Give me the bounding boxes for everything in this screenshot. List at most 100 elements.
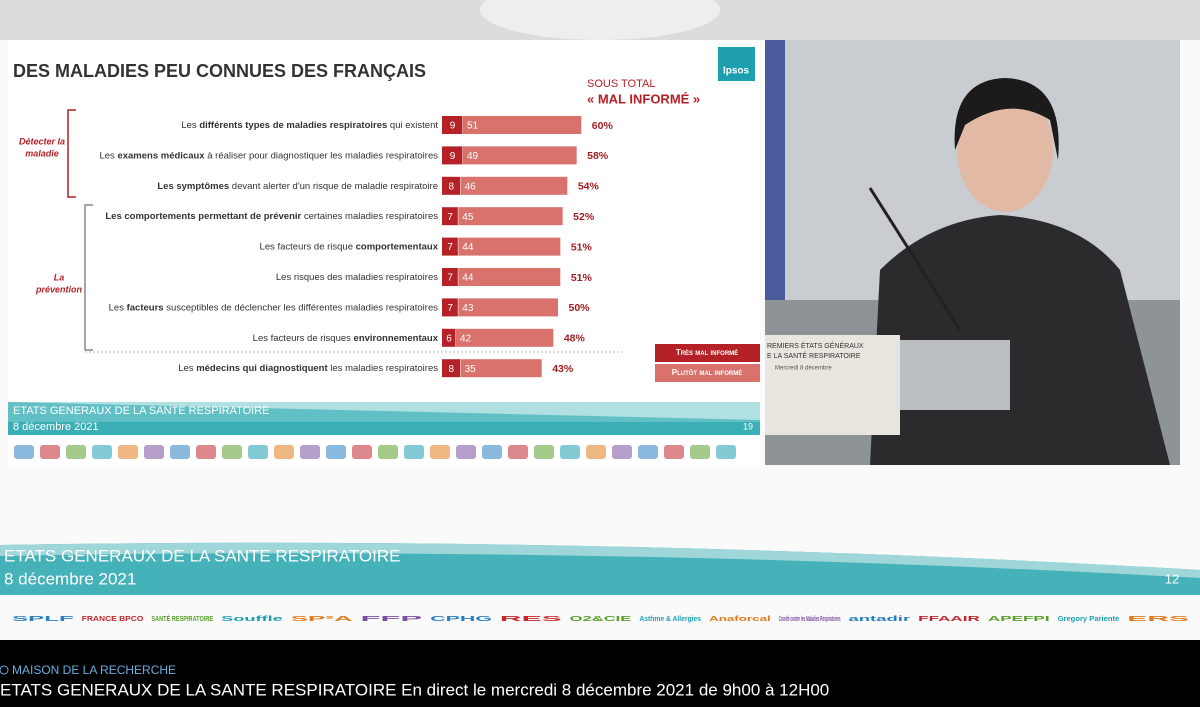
bar-segment bbox=[442, 268, 459, 286]
label-run: différents types de maladies respiratoir… bbox=[199, 120, 387, 131]
location-icon bbox=[0, 665, 9, 675]
legend-swatch bbox=[655, 364, 760, 382]
value-label: 9 bbox=[450, 121, 456, 132]
logo-text: SP²A bbox=[291, 614, 355, 623]
total-label: 50% bbox=[569, 302, 591, 314]
total-label: 58% bbox=[587, 150, 609, 162]
speaker-hair bbox=[954, 78, 1059, 160]
chart: Les différents types de maladies respira… bbox=[19, 109, 760, 382]
category-label: Les facteurs susceptibles de déclencher … bbox=[109, 302, 439, 313]
logo bbox=[40, 445, 60, 459]
logo bbox=[716, 445, 736, 459]
logo bbox=[612, 445, 632, 459]
ipsos-logo bbox=[718, 47, 755, 81]
sign-text: REMIERS ÉTATS GÉNÉRAUX bbox=[767, 341, 864, 350]
category-label: Les facteurs de risques environnementaux bbox=[253, 332, 439, 343]
label-run: comportementaux bbox=[356, 241, 439, 252]
logo-text: Souffle bbox=[221, 614, 283, 623]
group-label: Détecter la bbox=[19, 136, 65, 146]
value-label: 8 bbox=[449, 364, 455, 375]
bar-segment bbox=[458, 268, 561, 286]
logo bbox=[586, 445, 606, 459]
label-run: Les bbox=[109, 302, 127, 313]
bar-segment bbox=[442, 359, 461, 378]
category-label: Les comportements permettant de prévenir… bbox=[105, 211, 438, 222]
value-label: 49 bbox=[467, 151, 479, 162]
value-label: 7 bbox=[447, 212, 453, 223]
value-label: 7 bbox=[447, 273, 453, 284]
label-run: Les symptômes bbox=[157, 180, 229, 191]
logo-text: RES bbox=[500, 614, 562, 623]
logo bbox=[118, 445, 138, 459]
label-run: qui existent bbox=[387, 120, 438, 131]
value-label: 6 bbox=[446, 333, 452, 344]
bar-segment bbox=[442, 146, 463, 165]
logo bbox=[170, 445, 190, 459]
label-run: Les facteurs de risques bbox=[253, 332, 354, 343]
bar-segment bbox=[442, 298, 459, 317]
bar-segment bbox=[442, 207, 459, 226]
value-label: 44 bbox=[462, 273, 474, 284]
legend-label: Très mal informé bbox=[676, 348, 738, 357]
banner-logos: SPLF FRANCE BPCO SANTÉ RESPIRATOIRE Souffle… bbox=[12, 614, 1189, 623]
bar-segment bbox=[458, 298, 559, 317]
value-label: 43 bbox=[462, 303, 474, 314]
logo bbox=[92, 445, 112, 459]
category-label: Les examens médicaux à réaliser pour dia… bbox=[99, 150, 438, 161]
logo bbox=[378, 445, 398, 459]
group-bracket bbox=[84, 204, 93, 351]
logo bbox=[300, 445, 320, 459]
label-run: facteurs bbox=[127, 302, 164, 313]
blur bbox=[480, 0, 720, 40]
slide-footer-date: 8 décembre 2021 bbox=[13, 421, 99, 433]
value-label: 8 bbox=[449, 181, 455, 192]
total-header: SOUS TOTAL bbox=[587, 78, 655, 90]
value-label: 7 bbox=[447, 242, 453, 253]
logo-text: Asthme & Allergies bbox=[639, 614, 701, 623]
slide-page: 19 bbox=[743, 421, 753, 431]
microphone bbox=[868, 187, 962, 331]
label-run: Les comportements permettant de prévenir bbox=[105, 211, 301, 222]
banner-band bbox=[0, 542, 1200, 578]
slide-title: DES MALADIES PEU CONNUES DES FRANÇAIS bbox=[13, 61, 426, 81]
category-label: Les risques des maladies respiratoires bbox=[276, 272, 438, 283]
logo bbox=[222, 445, 242, 459]
bar-segment bbox=[462, 146, 578, 165]
logo-text: APEFPI bbox=[988, 614, 1050, 623]
label-run: Les risques des maladies respiratoires bbox=[276, 272, 438, 283]
logo bbox=[274, 445, 294, 459]
sign-text: Mercredi 8 décembre bbox=[775, 366, 832, 372]
label-run: Les facteurs de risque bbox=[260, 241, 356, 252]
total-header: « MAL INFORMÉ » bbox=[587, 91, 700, 106]
logo bbox=[144, 445, 164, 459]
logo bbox=[690, 445, 710, 459]
logo bbox=[430, 445, 450, 459]
podium-sign bbox=[765, 335, 900, 435]
logo-text: FRANCE BPCO bbox=[82, 614, 144, 623]
label-run: Les bbox=[181, 120, 199, 131]
label-run: examens médicaux bbox=[117, 150, 205, 161]
logo bbox=[560, 445, 580, 459]
group-label: prévention bbox=[35, 284, 83, 294]
label-run: devant alerter d'un risque de maladie re… bbox=[229, 180, 438, 191]
category-label: Les symptômes devant alerter d'un risque… bbox=[157, 180, 438, 191]
bar-segment bbox=[442, 237, 459, 256]
logo-text: SANTÉ RESPIRATOIRE bbox=[151, 614, 213, 623]
banner-page: 12 bbox=[1165, 571, 1179, 586]
total-label: 48% bbox=[564, 333, 586, 345]
banner-title: ETATS GENERAUX DE LA SANTE RESPIRATOIRE bbox=[4, 546, 400, 565]
label-run: environnementaux bbox=[354, 332, 439, 343]
label-run: les maladies respiratoires bbox=[328, 363, 439, 374]
bar-segment bbox=[462, 116, 582, 134]
bar-segment bbox=[458, 237, 561, 256]
group-bracket bbox=[67, 109, 76, 198]
label-run: susceptibles de déclencher les différent… bbox=[164, 302, 439, 313]
logo bbox=[664, 445, 684, 459]
legend-label: Plutôt mal informé bbox=[672, 368, 742, 377]
slide-logos bbox=[14, 445, 736, 459]
category-label: Les facteurs de risque comportementaux bbox=[260, 241, 439, 252]
value-label: 35 bbox=[465, 364, 477, 375]
logo bbox=[248, 445, 268, 459]
logo-text: antadir bbox=[848, 614, 910, 623]
bar-segment bbox=[442, 116, 463, 134]
